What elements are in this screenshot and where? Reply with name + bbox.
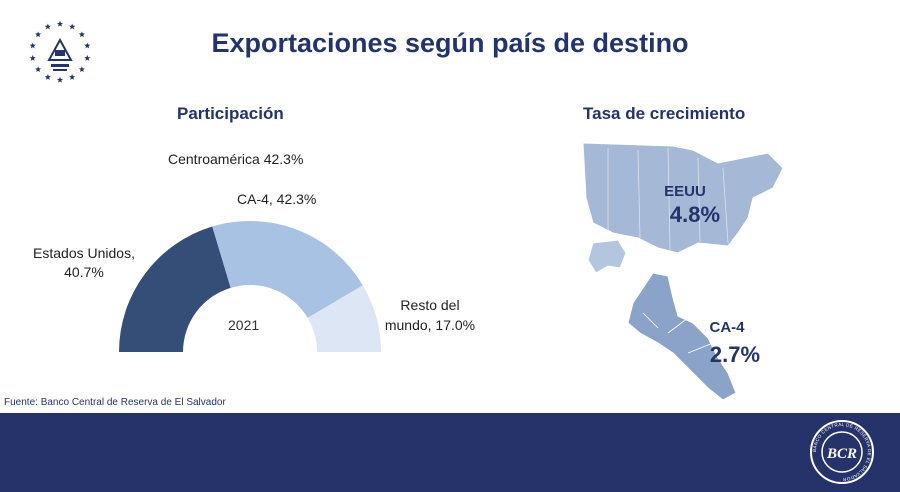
star-icon: [69, 74, 76, 80]
slice-label-ca4: CA-4, 42.3%: [237, 191, 317, 207]
growth-title: Tasa de crecimiento: [583, 104, 746, 123]
star-icon: [29, 42, 36, 49]
star-icon: [35, 31, 42, 38]
star-icon: [35, 66, 42, 73]
eeuu-rate: 4.8%: [669, 202, 721, 227]
donut-slice-resto-del-mundo: [307, 285, 381, 352]
donut-slice-estados-unidos: [119, 226, 231, 352]
star-icon: [78, 31, 85, 38]
footer-bar: [0, 413, 900, 492]
coat-of-arms-icon: [29, 20, 91, 83]
alaska-map-shape: [587, 239, 627, 274]
source-note: Fuente: Banco Central de Reserva de El S…: [4, 397, 226, 408]
page-title: Exportaciones según país de destino: [211, 28, 689, 58]
year-label: 2021: [228, 317, 260, 333]
ca4-rate: 2.7%: [709, 342, 761, 367]
participation-title: Participación: [177, 104, 284, 123]
star-icon: [29, 55, 36, 61]
star-icon: [69, 23, 76, 30]
star-icon: [44, 74, 51, 80]
half-donut-chart: [119, 221, 381, 352]
slice-value-estados-unidos: 40.7%: [64, 264, 104, 280]
slice-label-resto: Resto del mundo, 17.0%: [384, 297, 476, 333]
usa-map-shape: [582, 142, 784, 254]
eeuu-label: EEUU: [664, 183, 706, 200]
star-icon: [84, 55, 91, 61]
centroamerica-headline: Centroamérica 42.3%: [168, 151, 304, 167]
bcr-seal-icon: BCR BANCO CENTRAL DE RESERVA DE EL SALVA…: [810, 420, 874, 484]
svg-text:BCR: BCR: [826, 446, 857, 462]
ca4-label: CA-4: [709, 319, 745, 336]
slice-label-estados-unidos: Estados Unidos, 40.7%: [33, 245, 135, 280]
donut-slice-ca-4: [212, 221, 363, 318]
star-icon: [56, 76, 64, 83]
americas-map: [582, 142, 784, 401]
star-icon: [84, 42, 91, 49]
central-america-map-shape: [627, 272, 737, 401]
star-icon: [78, 66, 85, 73]
star-icon: [44, 23, 51, 30]
star-icon: [56, 20, 64, 27]
